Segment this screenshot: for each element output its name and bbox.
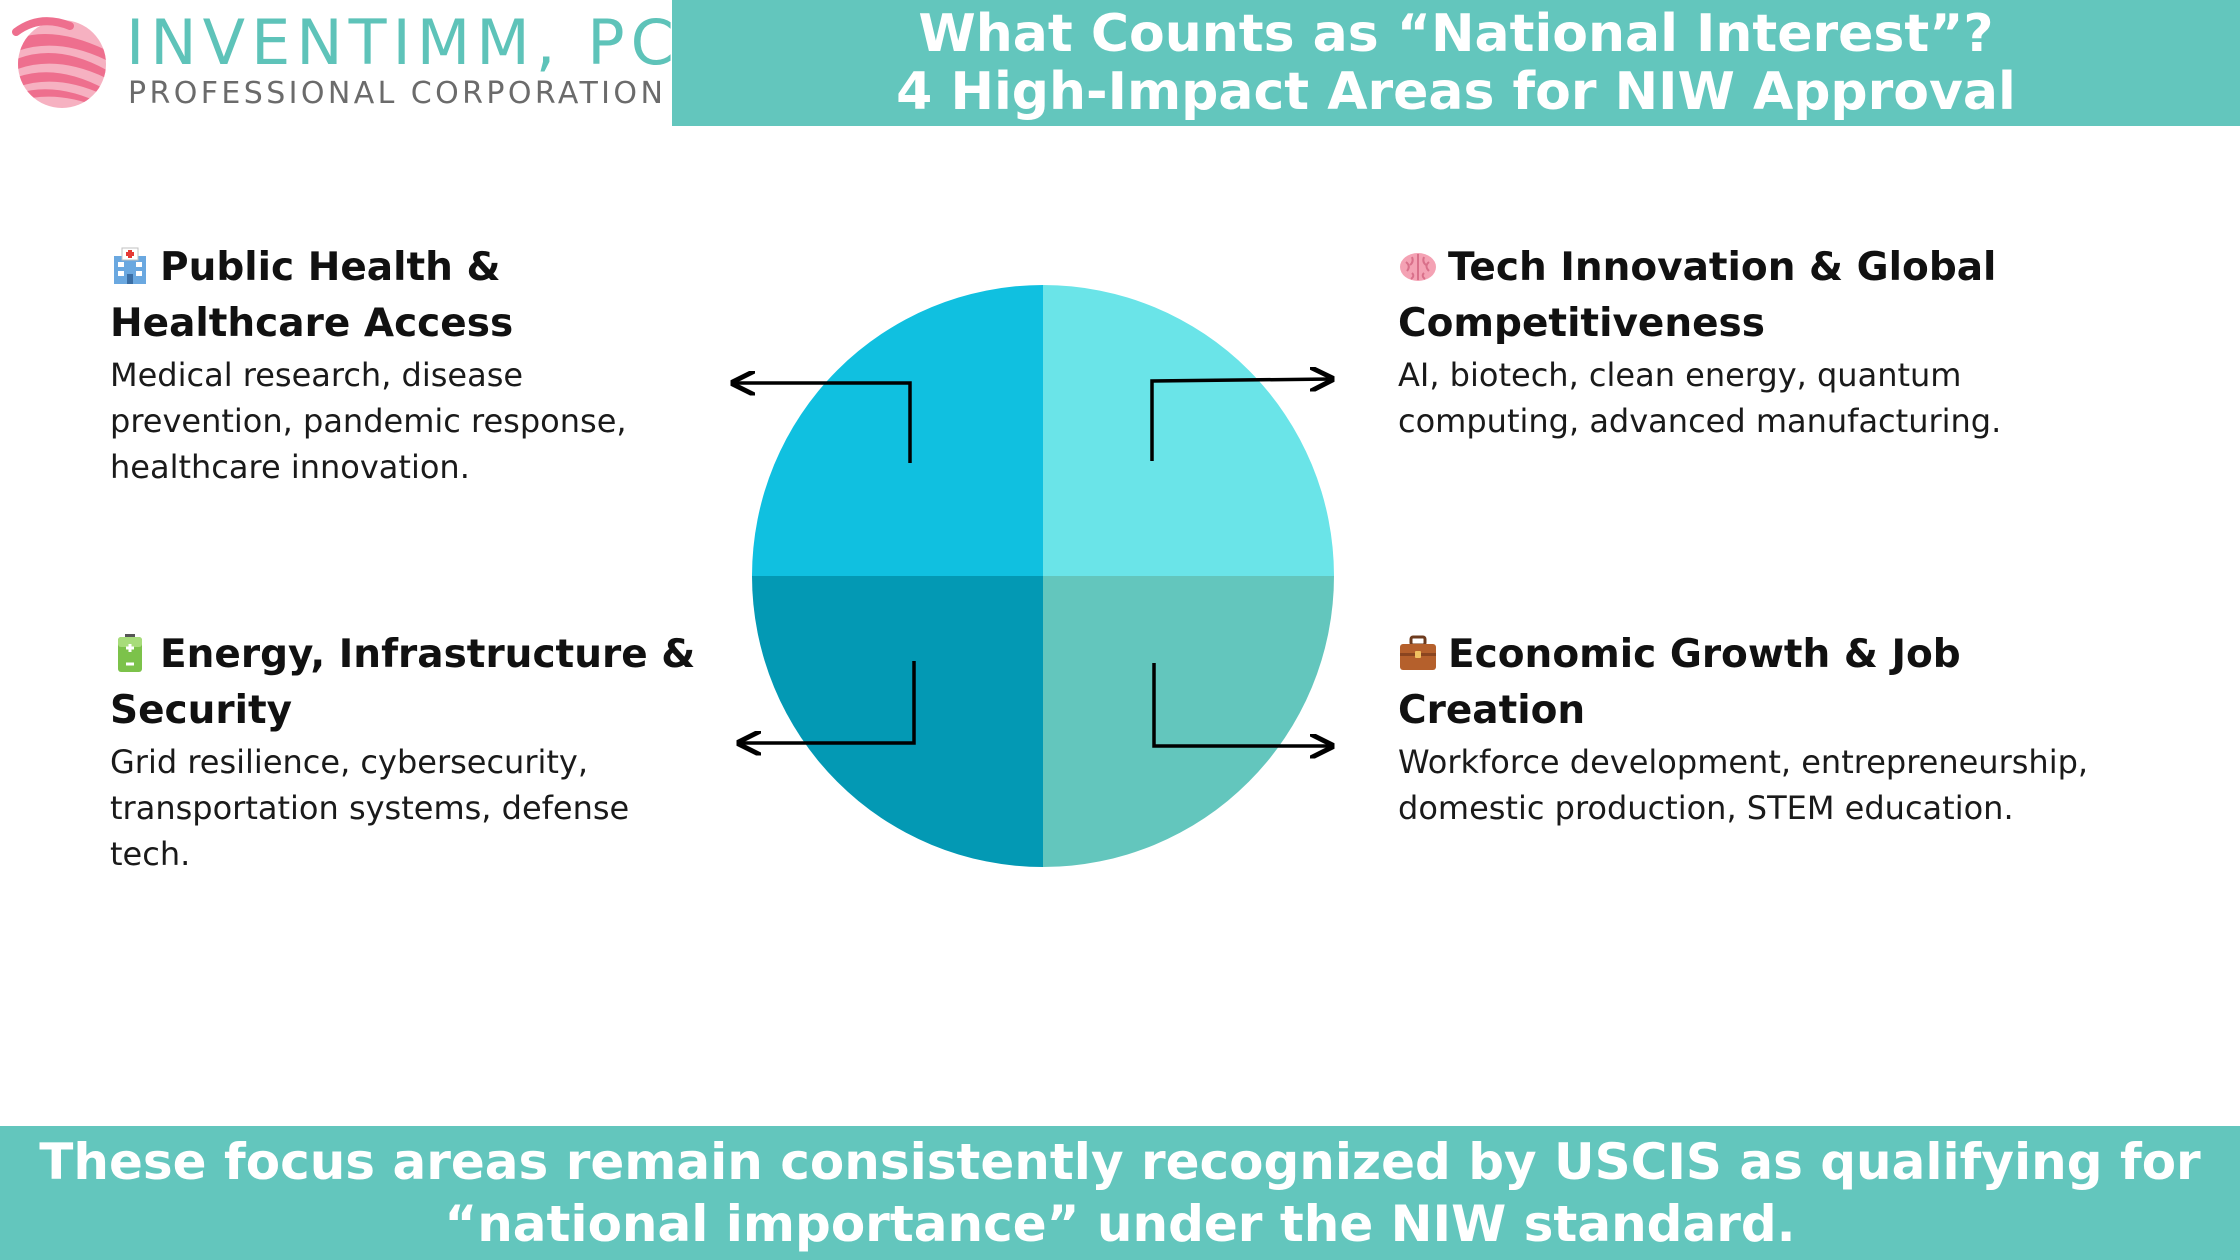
quadrant-top-right — [1043, 285, 1334, 576]
footer-line-2: “national importance” under the NIW stan… — [444, 1195, 1796, 1253]
area-block-public-health: Public Health & Healthcare Access Medica… — [110, 240, 700, 490]
swoosh-logo-icon — [12, 17, 106, 108]
connector-arrow-top-left — [733, 383, 912, 463]
connector-arrow-top-right — [1150, 379, 1332, 461]
page-title-line-1: What Counts as “National Interest”? — [918, 4, 1994, 64]
area-body: Medical research, disease prevention, pa… — [110, 356, 627, 486]
logo-area: INVENTIMM, PC PROFESSIONAL CORPORATION — [0, 0, 674, 126]
brand-name: INVENTIMM, PC — [126, 6, 680, 79]
footer-bar: These focus areas remain consistently re… — [0, 1126, 2240, 1260]
brain-icon — [1400, 253, 1436, 281]
footer-line-1: These focus areas remain consistently re… — [39, 1133, 2201, 1191]
area-block-energy-infrastructure: Energy, Infrastructure & Security Grid r… — [110, 627, 700, 877]
area-heading: Economic Growth & Job Creation — [1398, 632, 1961, 733]
area-heading: Public Health & Healthcare Access — [110, 245, 514, 346]
hospital-icon — [114, 247, 146, 284]
title-bar: What Counts as “National Interest”? 4 Hi… — [672, 0, 2240, 126]
area-block-tech-innovation: Tech Innovation & Global Competitiveness… — [1398, 240, 2038, 444]
area-block-economic-growth: Economic Growth & Job Creation Workforce… — [1398, 627, 2118, 831]
connector-arrow-bottom-right — [1152, 663, 1332, 746]
area-body: Workforce development, entrepreneurship,… — [1398, 743, 2089, 827]
quadrant-bottom-right — [1043, 576, 1334, 867]
area-heading: Tech Innovation & Global Competitiveness — [1398, 245, 1997, 346]
connector-arrow-bottom-left — [739, 661, 916, 743]
quadrant-bottom-left — [752, 576, 1043, 867]
page-title-line-2: 4 High-Impact Areas for NIW Approval — [896, 62, 2016, 122]
battery-icon — [118, 634, 142, 672]
area-heading: Energy, Infrastructure & Security — [110, 632, 696, 733]
briefcase-icon — [1400, 635, 1436, 670]
brand-subtitle: PROFESSIONAL CORPORATION — [128, 76, 667, 111]
area-body: Grid resilience, cybersecurity, transpor… — [110, 743, 630, 873]
area-body: AI, biotech, clean energy, quantum compu… — [1398, 356, 2002, 440]
quadrant-top-left — [752, 285, 1043, 576]
quadrant-diagram — [0, 285, 2240, 867]
